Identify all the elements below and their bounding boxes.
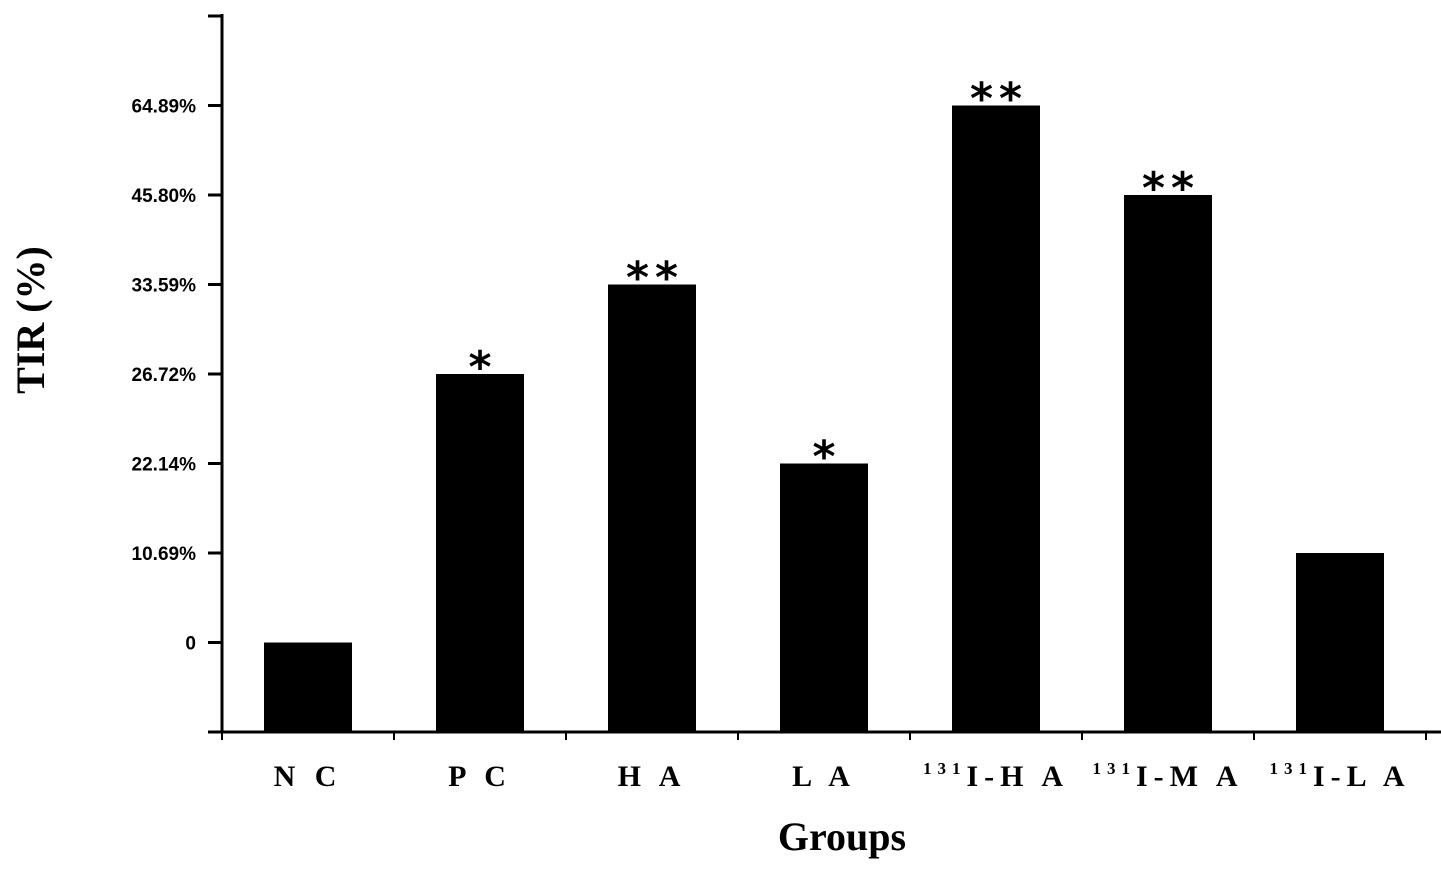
significance-marker: * (468, 342, 497, 393)
y-tick-label: 26.72% (132, 365, 197, 386)
x-ticks (221, 732, 1427, 740)
significance-marker: ** (970, 74, 1028, 125)
x-tick-label: L A (792, 760, 856, 793)
significance-markers: ******** (468, 74, 1200, 483)
y-tick-label: 45.80% (132, 186, 197, 207)
y-tick-label: 0 (185, 634, 196, 655)
y-tick-label: 22.14% (132, 455, 197, 476)
bar (608, 284, 696, 731)
y-ticks: 0 10.69% 22.14% 26.72% 33.59% 45.80% 64.89% (132, 14, 222, 734)
bar (264, 642, 352, 731)
bars (264, 105, 1384, 731)
x-tick-label-text: I-M A (1136, 760, 1244, 793)
x-tick-label-superscript: 131 (1093, 759, 1137, 778)
x-tick-label-superscript: 131 (923, 759, 967, 778)
x-axis-title: Groups (778, 814, 906, 859)
bar (436, 374, 524, 731)
bar (780, 463, 868, 731)
x-tick-label: H A (618, 760, 687, 793)
significance-marker: * (812, 432, 841, 483)
y-axis-title: TIR (%) (8, 246, 53, 394)
x-tick-label-text: I-H A (966, 760, 1069, 793)
y-tick-label: 33.59% (132, 276, 197, 297)
x-tick-label: 131I-H A (923, 759, 1069, 793)
y-tick-label: 10.69% (132, 544, 197, 565)
x-tick-label-text: I-L A (1313, 760, 1411, 793)
x-tick-label: P C (448, 760, 512, 793)
x-tick-label: N C (274, 760, 343, 793)
bar (1296, 553, 1384, 731)
x-tick-label-superscript: 131 (1269, 759, 1313, 778)
x-tick-label: 131I-M A (1093, 759, 1244, 793)
y-tick-label: 64.89% (132, 97, 197, 118)
bar (952, 105, 1040, 731)
bar (1124, 195, 1212, 731)
significance-marker: ** (1142, 163, 1200, 214)
x-tick-label: 131I-L A (1269, 759, 1410, 793)
significance-marker: ** (626, 253, 684, 304)
